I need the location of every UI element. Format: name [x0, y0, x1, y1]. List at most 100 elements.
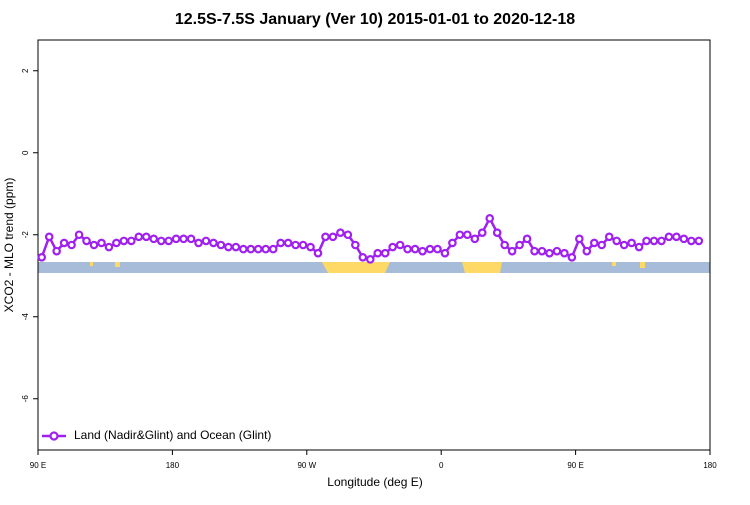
data-point: [89, 240, 99, 250]
data-point: [268, 244, 278, 254]
data-point: [582, 246, 592, 256]
data-point: [575, 234, 584, 244]
x-tick-label: 180: [166, 461, 180, 470]
data-point: [380, 248, 390, 258]
data-point: [298, 240, 308, 250]
data-point: [67, 240, 76, 250]
data-point: [82, 236, 91, 246]
data-point: [672, 232, 681, 242]
data-point: [336, 228, 345, 238]
data-point: [619, 240, 629, 250]
data-point: [321, 232, 330, 242]
data-point: [634, 242, 644, 252]
legend-marker: [49, 431, 59, 441]
data-point: [209, 238, 218, 248]
data-point: [291, 240, 300, 250]
data-point: [694, 236, 704, 246]
data-point: [552, 246, 562, 256]
data-point: [216, 240, 226, 250]
data-point: [239, 244, 248, 254]
data-point: [59, 238, 69, 248]
data-point: [649, 236, 659, 246]
data-point: [455, 230, 465, 240]
data-point: [440, 248, 450, 258]
data-point: [492, 228, 502, 238]
data-point: [537, 246, 547, 256]
data-point: [589, 238, 599, 248]
data-point: [597, 240, 607, 250]
data-point: [351, 240, 360, 250]
data-point: [485, 214, 495, 223]
data-point: [463, 230, 472, 240]
x-tick-label: 90 E: [30, 461, 46, 470]
data-point: [627, 238, 636, 248]
data-point: [567, 252, 577, 262]
data-point: [186, 234, 196, 244]
legend-label: Land (Nadir&Glint) and Ocean (Glint): [74, 428, 271, 442]
plot-frame: [37, 39, 711, 451]
data-point: [104, 242, 114, 252]
y-tick-label: -4: [21, 313, 30, 321]
data-point: [657, 236, 666, 246]
data-point: [403, 244, 412, 254]
data-point: [515, 240, 524, 250]
data-point: [328, 232, 338, 242]
x-axis-label: Longitude (deg E): [327, 475, 422, 489]
data-point: [507, 246, 517, 256]
data-point: [134, 232, 144, 242]
y-axis-label: XCO2 - MLO trend (ppm): [2, 178, 16, 313]
data-point: [410, 244, 420, 254]
data-point: [141, 232, 151, 242]
data-point: [388, 242, 397, 252]
data-point: [194, 238, 203, 248]
data-point: [149, 234, 159, 244]
data-point: [470, 234, 480, 244]
data-point: [545, 248, 554, 258]
data-point: [306, 242, 315, 252]
data-point: [52, 246, 61, 256]
data-point: [612, 236, 621, 246]
data-point: [179, 234, 188, 244]
data-point: [604, 232, 614, 242]
data-point: [433, 244, 442, 254]
y-tick-label: -6: [21, 395, 30, 403]
x-tick-label: 0: [439, 461, 444, 470]
data-point: [522, 234, 532, 244]
data-point: [343, 230, 353, 240]
data-point: [261, 244, 271, 254]
data-point: [448, 238, 457, 248]
data-point: [395, 240, 405, 250]
data-point: [246, 244, 256, 254]
data-point: [201, 236, 211, 246]
data-point: [112, 238, 121, 248]
data-point: [127, 236, 136, 246]
data-point: [418, 246, 427, 256]
data-point: [477, 228, 487, 238]
data-point: [313, 248, 323, 258]
data-point: [500, 240, 509, 250]
data-point: [560, 248, 569, 258]
data-point: [530, 246, 539, 256]
data-point: [37, 252, 47, 262]
data-point: [119, 236, 129, 246]
data-point: [425, 244, 435, 254]
data-point: [97, 238, 106, 248]
data-point: [224, 242, 233, 252]
data-point: [44, 232, 54, 242]
data-point: [276, 238, 285, 248]
data-point: [373, 248, 383, 258]
data-point: [156, 236, 166, 246]
data-point: [253, 244, 263, 254]
data-point: [231, 242, 241, 252]
data-point: [358, 252, 368, 262]
x-tick-label: 90 W: [297, 461, 316, 470]
chart-title: 12.5S-7.5S January (Ver 10) 2015-01-01 t…: [175, 11, 575, 28]
data-point: [642, 236, 651, 246]
data-point: [164, 236, 173, 246]
data-point: [687, 236, 696, 246]
data-point: [365, 255, 375, 264]
data-point: [283, 238, 293, 248]
data-point: [74, 230, 84, 240]
x-tick-label: 180: [703, 461, 717, 470]
